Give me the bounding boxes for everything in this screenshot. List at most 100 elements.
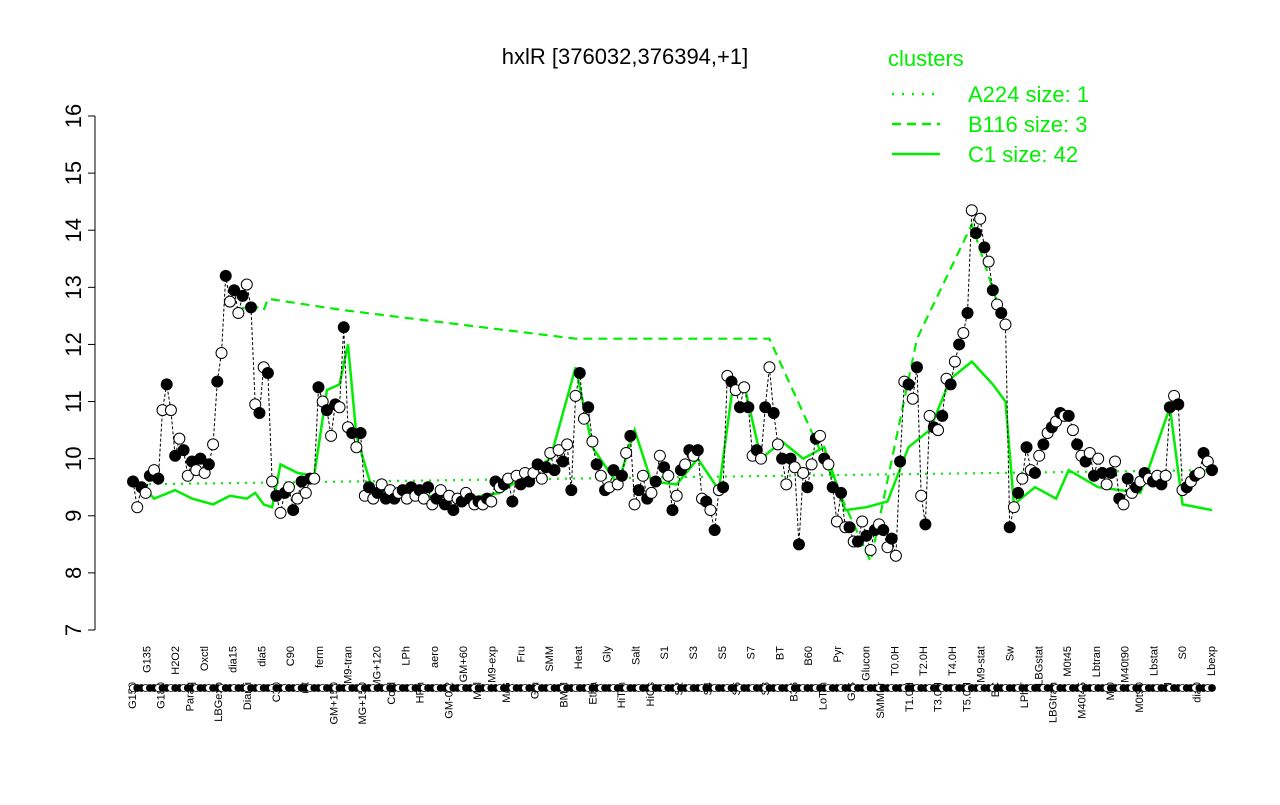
x-category-label: GM+150 bbox=[328, 682, 340, 725]
data-point bbox=[485, 495, 498, 508]
x-axis-labels: G150G135G180H2O2ParaqOxctlLBGexpdia15Dia… bbox=[127, 646, 1218, 725]
data-point bbox=[679, 458, 692, 471]
data-point bbox=[232, 307, 245, 320]
data-point bbox=[127, 475, 139, 488]
x-category-label: Fru bbox=[515, 646, 527, 663]
data-point bbox=[885, 532, 898, 545]
x-category-label: Sw bbox=[1004, 646, 1016, 661]
data-point bbox=[375, 478, 388, 491]
data-point bbox=[923, 409, 936, 422]
data-point bbox=[805, 458, 818, 471]
data-point bbox=[1100, 478, 1113, 491]
x-category-label: S1 bbox=[659, 646, 671, 659]
data-point bbox=[788, 461, 801, 474]
data-point bbox=[211, 375, 224, 388]
data-point bbox=[830, 515, 843, 528]
data-point bbox=[354, 426, 367, 439]
x-category-label: MG+120 bbox=[371, 646, 383, 689]
data-point bbox=[649, 475, 662, 488]
data-point bbox=[282, 481, 295, 494]
x-category-label: T4.0H bbox=[947, 646, 959, 676]
x-category-label: M9-tran bbox=[343, 646, 355, 684]
data-point bbox=[556, 455, 569, 468]
data-point bbox=[320, 404, 333, 417]
series-line-solid bbox=[132, 344, 1213, 512]
x-category-label: T0.0H bbox=[889, 646, 901, 676]
data-point bbox=[894, 455, 907, 468]
data-point bbox=[573, 367, 586, 379]
data-point bbox=[434, 484, 447, 497]
data-point bbox=[742, 401, 755, 414]
data-point bbox=[755, 452, 768, 465]
x-category-label: LBGexp bbox=[213, 682, 225, 722]
x-category-label: M9-exp bbox=[487, 646, 499, 683]
data-point bbox=[586, 435, 599, 448]
data-point bbox=[422, 481, 435, 494]
data-point bbox=[590, 458, 603, 471]
x-category-label: M40t90 bbox=[1120, 646, 1132, 683]
data-point bbox=[708, 524, 721, 537]
data-point bbox=[1062, 409, 1075, 422]
x-category-label: GM+60 bbox=[458, 646, 470, 682]
data-point bbox=[253, 406, 266, 419]
data-point bbox=[291, 492, 304, 505]
data-point bbox=[986, 284, 999, 297]
x-category-label: Lbtran bbox=[1091, 646, 1103, 677]
legend-entry-label: C1 size: 42 bbox=[968, 142, 1078, 167]
x-category-label: LBGtran bbox=[1048, 682, 1060, 723]
data-point bbox=[152, 472, 165, 485]
data-point bbox=[1037, 438, 1050, 451]
data-point bbox=[767, 406, 780, 419]
data-point bbox=[653, 449, 666, 462]
data-point bbox=[910, 361, 923, 374]
data-point bbox=[763, 361, 776, 374]
data-point bbox=[607, 464, 620, 477]
x-category-label: SMM bbox=[544, 646, 556, 672]
data-point bbox=[624, 429, 637, 442]
data-point bbox=[691, 444, 704, 457]
y-tick-label: 9 bbox=[61, 510, 86, 522]
x-category-label: BT bbox=[774, 646, 786, 660]
data-point bbox=[1028, 466, 1041, 479]
data-point bbox=[577, 412, 590, 425]
data-point bbox=[1012, 486, 1025, 499]
data-point bbox=[801, 481, 814, 494]
data-point bbox=[632, 484, 645, 497]
data-point bbox=[194, 452, 207, 465]
data-point bbox=[792, 538, 805, 551]
data-point bbox=[417, 492, 430, 505]
data-point bbox=[582, 401, 595, 414]
data-point bbox=[965, 204, 978, 217]
x-category-label: S7 bbox=[746, 646, 758, 659]
data-point bbox=[620, 446, 633, 459]
x-category-label: Lbexp bbox=[1206, 646, 1218, 676]
data-point bbox=[902, 378, 915, 391]
y-tick-label: 13 bbox=[61, 275, 86, 299]
data-point bbox=[615, 469, 628, 482]
data-point bbox=[240, 278, 253, 291]
data-point bbox=[552, 444, 565, 457]
data-point bbox=[561, 438, 574, 451]
data-point bbox=[704, 504, 717, 517]
data-point bbox=[1092, 452, 1105, 465]
x-category-label: S3 bbox=[688, 646, 700, 659]
data-point bbox=[1104, 466, 1117, 479]
data-point bbox=[565, 484, 578, 497]
data-point bbox=[915, 489, 928, 502]
x-category-label: Lbstat bbox=[1148, 646, 1160, 676]
data-point bbox=[835, 486, 848, 499]
x-category-label: dia5 bbox=[256, 646, 268, 667]
data-point bbox=[1159, 469, 1172, 482]
data-point bbox=[974, 212, 987, 225]
x-category-label: LBGstat bbox=[1033, 646, 1045, 686]
data-point bbox=[771, 438, 784, 451]
data-point bbox=[628, 498, 641, 511]
data-point bbox=[666, 504, 679, 517]
data-point bbox=[851, 535, 864, 548]
y-axis: 7 8 9 10 11 12 13 14 15 16 bbox=[61, 104, 96, 636]
x-category-label: MG+150 bbox=[357, 682, 369, 725]
series-layer bbox=[132, 221, 1213, 566]
data-point bbox=[274, 506, 287, 519]
data-point bbox=[1206, 464, 1218, 477]
